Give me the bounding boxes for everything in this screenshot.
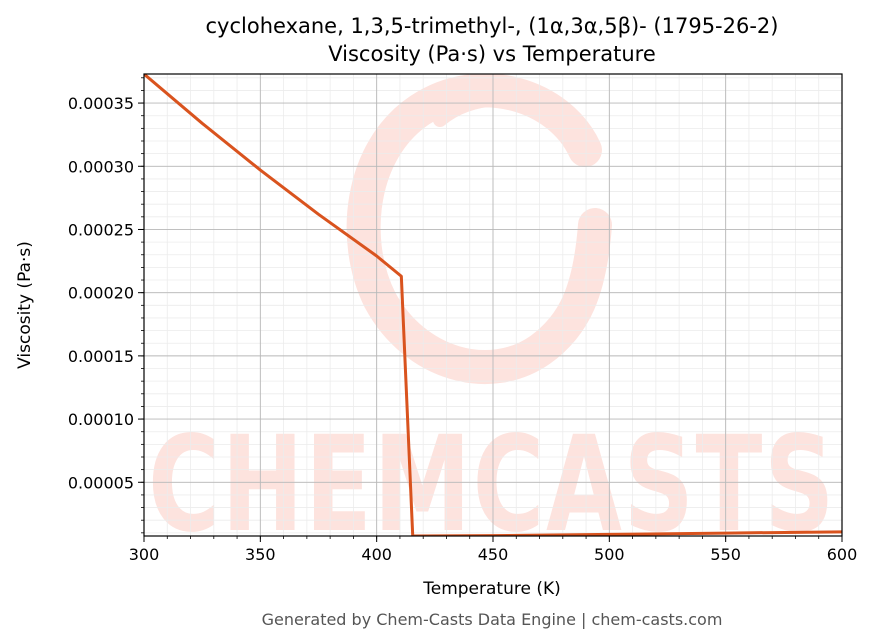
- x-tick-label: 300: [129, 545, 160, 564]
- y-tick-label: 0.00020: [68, 284, 134, 303]
- y-tick-label: 0.00025: [68, 220, 134, 239]
- y-tick-label: 0.00030: [68, 157, 134, 176]
- footer-credit: Generated by Chem-Casts Data Engine | ch…: [262, 610, 723, 629]
- y-tick-label: 0.00010: [68, 410, 134, 429]
- viscosity-series-line: [144, 74, 842, 536]
- x-tick-label: 450: [478, 545, 509, 564]
- x-tick-label: 550: [710, 545, 741, 564]
- y-tick-label: 0.00005: [68, 473, 134, 492]
- x-tick-label: 500: [594, 545, 625, 564]
- y-axis-label: Viscosity (Pa·s): [15, 241, 35, 369]
- x-axis-label: Temperature (K): [422, 579, 561, 599]
- x-tick-labels: 300 350 400 450 500 550 600: [129, 545, 858, 564]
- x-tick-label: 600: [827, 545, 858, 564]
- chart-title: cyclohexane, 1,3,5-trimethyl-, (1α,3α,5β…: [206, 14, 779, 38]
- x-tick-label: 350: [245, 545, 276, 564]
- chart-subtitle: Viscosity (Pa·s) vs Temperature: [328, 42, 656, 66]
- y-tick-labels: 0.00005 0.00010 0.00015 0.00020 0.00025 0.000…: [68, 94, 134, 492]
- x-tick-label: 400: [361, 545, 392, 564]
- y-tick-label: 0.00015: [68, 347, 134, 366]
- watermark-text: CHEMCASTS: [148, 408, 836, 562]
- axis-ticks: [138, 77, 843, 542]
- y-tick-label: 0.00035: [68, 94, 134, 113]
